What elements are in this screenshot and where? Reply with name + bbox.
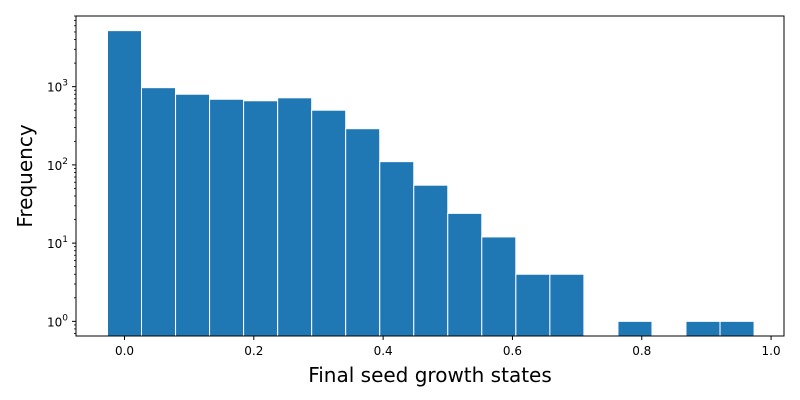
x-tick-label: 0.6 — [503, 344, 522, 358]
histogram-bar — [617, 320, 653, 337]
y-tick-label: 102 — [47, 157, 68, 173]
histogram-bar — [277, 97, 313, 337]
y-axis-title: Frequency — [13, 124, 37, 227]
histogram-bar — [413, 184, 449, 337]
histogram-bar — [345, 128, 381, 337]
y-tick-label: 103 — [47, 79, 68, 95]
histogram-bar — [685, 320, 721, 337]
x-axis-title: Final seed growth states — [308, 363, 552, 387]
histogram-bar — [311, 109, 347, 337]
histogram-bar — [481, 236, 517, 337]
y-tick-label: 100 — [47, 313, 68, 329]
bars-group — [106, 30, 755, 337]
histogram-bar — [209, 98, 245, 337]
y-tick-label: 101 — [47, 235, 68, 251]
histogram-bar — [515, 273, 551, 337]
x-axis-ticks: 0.0 0.2 0.4 0.6 0.8 1.0 — [115, 336, 781, 358]
x-tick-label: 0.8 — [632, 344, 651, 358]
x-tick-label: 1.0 — [762, 344, 781, 358]
histogram-bar — [175, 93, 211, 337]
histogram-bar — [719, 320, 755, 337]
histogram-bar — [447, 212, 483, 337]
x-tick-label: 0.4 — [374, 344, 393, 358]
x-tick-label: 0.0 — [115, 344, 134, 358]
y-axis-ticks: 100 101 102 103 — [47, 15, 76, 334]
x-tick-label: 0.2 — [244, 344, 263, 358]
histogram-bar — [549, 273, 585, 337]
histogram-bar — [140, 87, 177, 337]
histogram-bar — [106, 30, 142, 337]
plot-frame — [75, 15, 785, 337]
histogram-bar — [243, 100, 279, 337]
histogram-bar — [379, 161, 415, 337]
